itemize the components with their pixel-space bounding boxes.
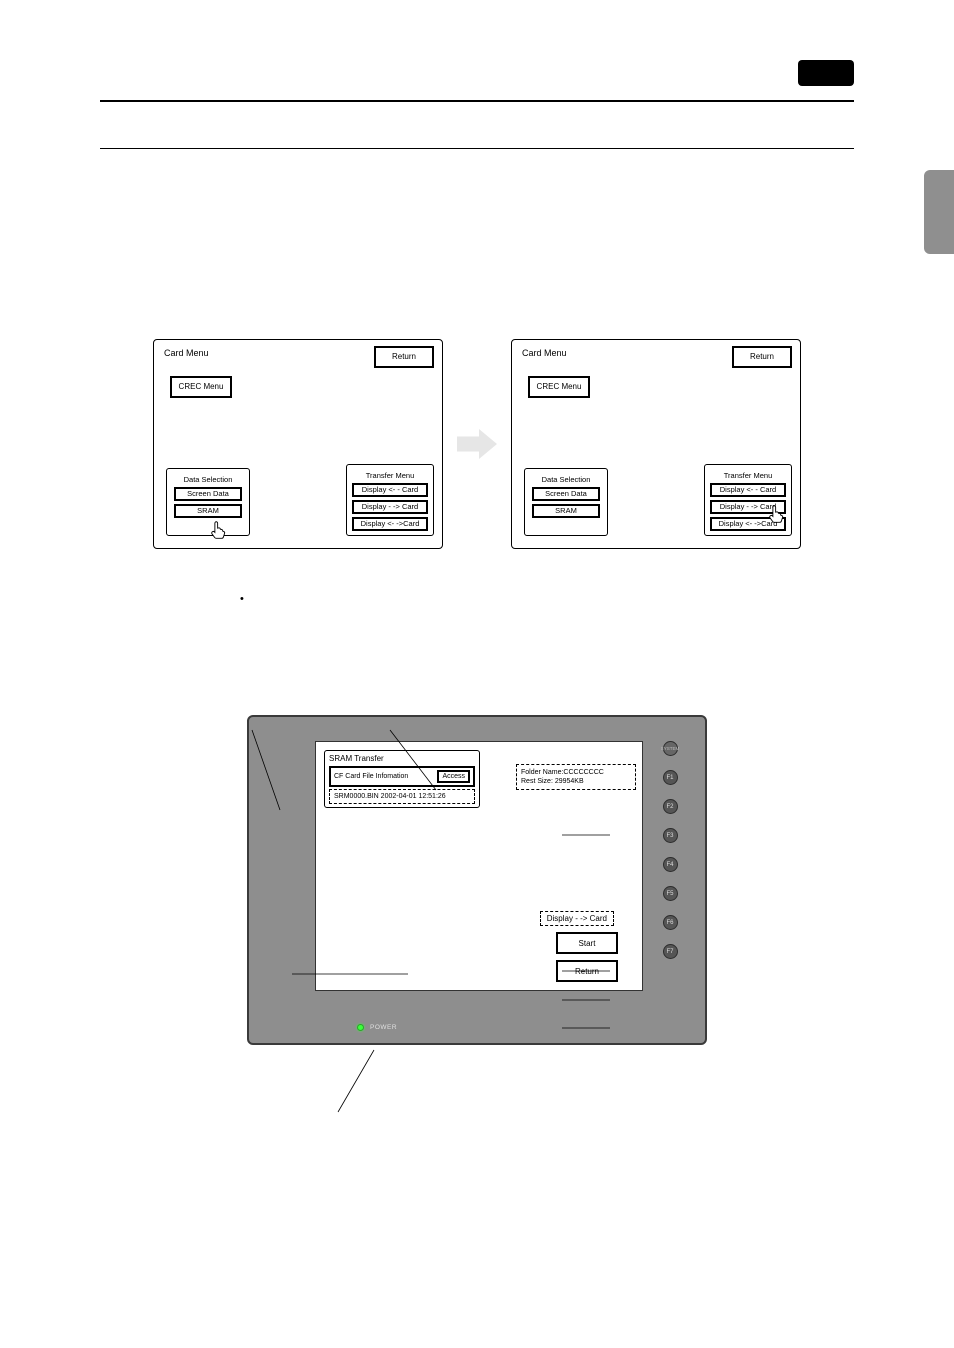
display-both-card-button[interactable]: Display <- ->Card (352, 517, 428, 531)
f5-key[interactable]: F5 (663, 886, 678, 901)
folder-info-box: Folder Name:CCCCCCCC Rest Size: 29954KB (516, 764, 636, 790)
crec-menu-button[interactable]: CREC Menu (170, 376, 232, 398)
sram-button[interactable]: SRAM (174, 504, 242, 518)
device-screen: SRAM Transfer CF Card File Infomation Ac… (315, 741, 643, 991)
display-from-card-button[interactable]: Display <- - Card (352, 483, 428, 497)
hr-top (100, 100, 854, 102)
power-label: POWER (370, 1024, 397, 1031)
screen-data-button[interactable]: Screen Data (174, 487, 242, 501)
data-selection-panel: Data Selection Screen Data SRAM (524, 468, 608, 536)
display-from-card-button[interactable]: Display <- - Card (710, 483, 786, 497)
f6-key[interactable]: F6 (663, 915, 678, 930)
screen-data-button[interactable]: Screen Data (532, 487, 600, 501)
function-key-column: SYSTEM F1 F2 F3 F4 F5 F6 F7 (661, 741, 679, 959)
transfer-menu-title: Transfer Menu (711, 471, 785, 480)
return-button[interactable]: Return (374, 346, 434, 368)
data-selection-panel: Data Selection Screen Data SRAM (166, 468, 250, 536)
folder-name-label: Folder Name:CCCCCCCC (521, 768, 631, 777)
f7-key[interactable]: F7 (663, 944, 678, 959)
leader-lines (0, 0, 954, 1348)
card-menu-right: Card Menu Return CREC Menu Data Selectio… (511, 339, 801, 549)
transfer-menu-title: Transfer Menu (353, 471, 427, 480)
cf-card-info-label: CF Card File Infomation (334, 773, 408, 780)
hmi-device: SRAM Transfer CF Card File Infomation Ac… (247, 715, 707, 1045)
sram-transfer-title: SRAM Transfer (329, 754, 475, 763)
hand-cursor-icon (207, 519, 231, 541)
return-button[interactable]: Return (732, 346, 792, 368)
f1-key[interactable]: F1 (663, 770, 678, 785)
card-menu-title: Card Menu (522, 348, 567, 358)
data-selection-title: Data Selection (531, 475, 601, 484)
power-led-row: POWER (357, 1024, 397, 1031)
arrow-right-icon (457, 429, 497, 459)
start-button[interactable]: Start (556, 932, 618, 954)
f4-key[interactable]: F4 (663, 857, 678, 872)
sram-button[interactable]: SRAM (532, 504, 600, 518)
f3-key[interactable]: F3 (663, 828, 678, 843)
data-selection-title: Data Selection (173, 475, 243, 484)
display-to-card-indicator: Display - -> Card (540, 911, 614, 926)
card-menu-row: Card Menu Return CREC Menu Data Selectio… (100, 339, 854, 549)
return-button[interactable]: Return (556, 960, 618, 982)
card-menu-title: Card Menu (164, 348, 209, 358)
system-key[interactable]: SYSTEM (663, 741, 678, 756)
transfer-menu-panel: Transfer Menu Display <- - Card Display … (704, 464, 792, 536)
side-tab (924, 170, 954, 254)
card-menu-left: Card Menu Return CREC Menu Data Selectio… (153, 339, 443, 549)
sram-transfer-panel: SRAM Transfer CF Card File Infomation Ac… (324, 750, 480, 808)
access-button[interactable]: Access (437, 770, 470, 783)
cf-file-line: SRM0000.BIN 2002-04-01 12:51:26 (329, 789, 475, 804)
hand-cursor-icon (765, 503, 789, 525)
hr-thin (100, 148, 854, 149)
rest-size-label: Rest Size: 29954KB (521, 777, 631, 786)
header-badge (798, 60, 854, 86)
f2-key[interactable]: F2 (663, 799, 678, 814)
bullet-line: • (240, 593, 854, 605)
cf-card-info-row: CF Card File Infomation Access (329, 766, 475, 787)
display-to-card-button[interactable]: Display - -> Card (352, 500, 428, 514)
transfer-menu-panel: Transfer Menu Display <- - Card Display … (346, 464, 434, 536)
bullet-icon: • (240, 593, 244, 605)
power-led-icon (357, 1024, 364, 1031)
crec-menu-button[interactable]: CREC Menu (528, 376, 590, 398)
